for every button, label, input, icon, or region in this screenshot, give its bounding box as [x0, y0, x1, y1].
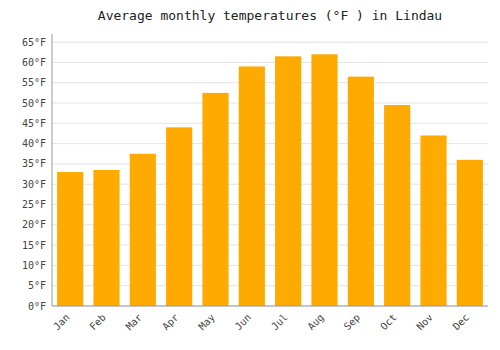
y-tick-label: 0°F: [28, 301, 46, 312]
title: Average monthly temperatures (°F ) in Li…: [98, 8, 442, 23]
y-tick-labels: 0°F 5°F 10°F 15°F 20°F 25°F 30°F 35°F 40°F 45°F 50…: [22, 37, 46, 312]
bars: [57, 54, 483, 306]
y-tick-label: 35°F: [22, 158, 46, 169]
x-tick-label: Dec: [451, 312, 472, 333]
x-tick-label: Jun: [233, 312, 254, 333]
bar: [57, 172, 83, 306]
grid-line: [52, 306, 488, 307]
bar: [93, 170, 119, 306]
y-tick-label: 20°F: [22, 219, 46, 230]
y-tick-label: 50°F: [22, 98, 46, 109]
x-tick-label: Nov: [414, 312, 435, 333]
grid-line: [52, 103, 488, 104]
y-tick-label: 25°F: [22, 199, 46, 210]
grid-line: [52, 62, 488, 63]
x-axis-line: [52, 306, 488, 307]
y-tick-label: 5°F: [28, 280, 46, 291]
x-tick-label: Apr: [160, 312, 181, 333]
bar: [275, 56, 301, 306]
y-tick-label: 45°F: [22, 118, 46, 129]
x-tick-label: Sep: [342, 312, 363, 333]
y-tick-label: 55°F: [22, 77, 46, 88]
x-tick-label: Jul: [269, 312, 290, 333]
y-tick-label: 60°F: [22, 57, 46, 68]
x-tick-labels: Jan Feb Mar Apr May Jun Jul Aug Sep Oct Nov Dec: [51, 312, 471, 333]
x-tick-label: Oct: [378, 312, 399, 333]
y-tick-label: 65°F: [22, 37, 46, 48]
y-tick-label: 10°F: [22, 260, 46, 271]
x-tick-label: Jan: [51, 312, 72, 333]
bar: [202, 93, 228, 306]
bar: [166, 127, 192, 306]
grid-line: [52, 82, 488, 83]
grid-line: [52, 42, 488, 43]
y-tick-label: 30°F: [22, 179, 46, 190]
bar: [239, 66, 265, 306]
y-tick-label: 40°F: [22, 138, 46, 149]
chart: Average monthly temperatures (°F ) in Li…: [0, 0, 500, 350]
bar: [384, 105, 410, 306]
bar: [348, 77, 374, 306]
y-axis-line: [52, 34, 53, 306]
x-tick-label: Aug: [305, 312, 326, 333]
x-tick-label: Feb: [87, 312, 108, 333]
bar: [457, 160, 483, 306]
background: [0, 0, 500, 350]
bar: [311, 54, 337, 306]
x-tick-label: May: [196, 312, 217, 333]
bar: [130, 154, 156, 306]
y-grid: [52, 42, 488, 306]
bar: [420, 135, 446, 306]
y-tick-label: 15°F: [22, 240, 46, 251]
x-tick-label: Mar: [124, 312, 145, 333]
grid-line: [52, 123, 488, 124]
